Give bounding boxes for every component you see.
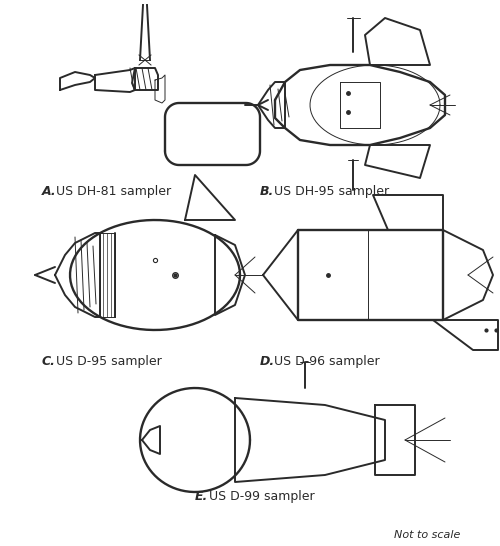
Polygon shape xyxy=(365,145,430,178)
Text: US D-96 sampler: US D-96 sampler xyxy=(270,355,380,368)
Polygon shape xyxy=(365,18,430,65)
Polygon shape xyxy=(55,233,100,317)
Polygon shape xyxy=(95,68,135,92)
Text: B.: B. xyxy=(260,185,274,198)
Polygon shape xyxy=(165,103,260,165)
Text: C.: C. xyxy=(42,355,56,368)
Polygon shape xyxy=(443,230,493,320)
Polygon shape xyxy=(263,230,298,320)
Polygon shape xyxy=(132,68,158,90)
Text: D.: D. xyxy=(260,355,275,368)
Text: US DH-95 sampler: US DH-95 sampler xyxy=(270,185,389,198)
Text: US D-99 sampler: US D-99 sampler xyxy=(205,490,314,503)
Polygon shape xyxy=(298,230,443,320)
Polygon shape xyxy=(373,195,443,230)
Polygon shape xyxy=(375,405,415,475)
Polygon shape xyxy=(433,320,498,350)
Text: Not to scale: Not to scale xyxy=(394,530,460,540)
Polygon shape xyxy=(60,72,95,90)
Circle shape xyxy=(171,271,179,279)
Text: US DH-81 sampler: US DH-81 sampler xyxy=(52,185,171,198)
Polygon shape xyxy=(100,233,115,317)
Polygon shape xyxy=(258,82,285,128)
Text: E.: E. xyxy=(195,490,208,503)
Text: US D-95 sampler: US D-95 sampler xyxy=(52,355,162,368)
Polygon shape xyxy=(140,388,250,492)
Polygon shape xyxy=(215,235,245,315)
Polygon shape xyxy=(70,220,240,330)
Polygon shape xyxy=(142,426,160,454)
Polygon shape xyxy=(155,75,165,103)
Text: A.: A. xyxy=(42,185,56,198)
Polygon shape xyxy=(275,65,445,145)
Polygon shape xyxy=(235,398,385,482)
Polygon shape xyxy=(185,175,235,220)
